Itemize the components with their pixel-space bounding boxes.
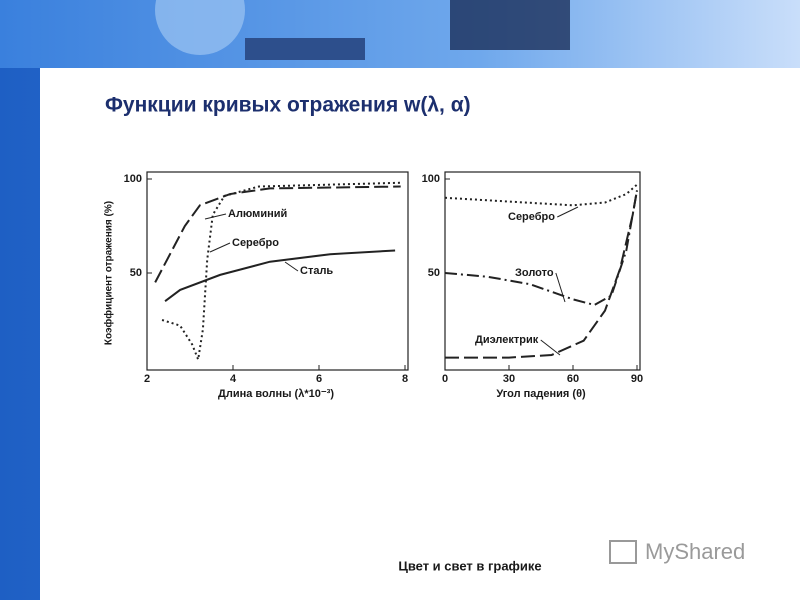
logo-icon	[609, 540, 637, 564]
series-label: Диэлектрик	[475, 334, 539, 346]
watermark: MyShared	[645, 539, 745, 564]
banner-disc	[155, 0, 245, 55]
y-tick-label: 50	[130, 267, 142, 279]
x-tick-label: 0	[442, 373, 448, 385]
x-tick-label: 30	[503, 373, 515, 385]
series-line	[444, 183, 638, 207]
y-axis-label: Коэффициент отражения (%)	[103, 201, 115, 345]
plot-frame	[444, 171, 641, 371]
banner-laptop	[450, 0, 570, 50]
series-line	[161, 181, 401, 364]
y-tick-label: 100	[124, 173, 142, 185]
x-tick-label: 90	[631, 373, 643, 385]
y-tick-label: 50	[428, 267, 440, 279]
plot-frame	[146, 171, 409, 371]
footer: Цвет и свет в графике	[398, 558, 541, 573]
slide-panel	[40, 68, 800, 600]
series-line	[164, 249, 396, 303]
series-line	[154, 185, 401, 283]
x-tick-label: 2	[144, 373, 150, 385]
banner	[0, 0, 800, 68]
label-leader	[209, 242, 231, 253]
series-label: Серебро	[232, 237, 279, 249]
x-axis-label: Длина волны (λ*10⁻³)	[218, 388, 334, 400]
series-label: Сталь	[300, 265, 333, 277]
banner-device	[245, 38, 365, 60]
series-label: Серебро	[508, 211, 555, 223]
label-leader	[284, 261, 299, 272]
label-leader	[555, 272, 566, 303]
x-tick-label: 8	[402, 373, 408, 385]
x-tick-label: 60	[567, 373, 579, 385]
series-line	[445, 190, 638, 359]
label-leader	[540, 339, 561, 356]
slide-title: Функции кривых отражения w(λ, α)	[105, 94, 471, 117]
label-leader	[557, 206, 579, 218]
label-leader	[204, 213, 227, 220]
series-line	[444, 190, 638, 307]
x-tick-label: 4	[230, 373, 237, 385]
series-label: Алюминий	[228, 208, 287, 220]
series-label: Золото	[515, 267, 554, 279]
x-axis-label: Угол падения (θ)	[496, 388, 586, 400]
x-tick-label: 6	[316, 373, 322, 385]
y-tick-label: 100	[422, 173, 440, 185]
